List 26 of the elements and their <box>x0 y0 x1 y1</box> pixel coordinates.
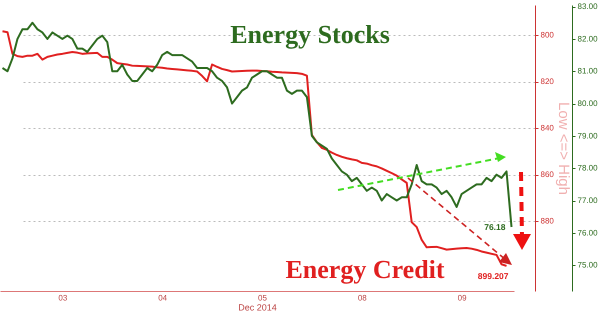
y2-tick-label: 880 <box>540 216 554 226</box>
y2-tick-label: 840 <box>540 124 554 133</box>
y3-tick-label: 77.00 <box>578 196 598 206</box>
y2-axis-title: Low <=> High <box>554 102 572 195</box>
series-label: Energy Stocks <box>230 20 390 49</box>
y2-tick-label: 820 <box>540 77 554 86</box>
y3-tick-label: 75.00 <box>578 260 598 270</box>
x-axis-title: Dec 2014 <box>238 302 277 312</box>
y3-tick-label: 81.00 <box>578 66 598 76</box>
y2-tick-label: 800 <box>540 30 554 40</box>
line-series <box>1 22 513 228</box>
x-tick-label: 04 <box>158 294 168 302</box>
y3-tick-label: 78.00 <box>578 164 598 173</box>
y2-tick-label: 860 <box>540 170 554 180</box>
y3-tick-label: 82.00 <box>578 34 598 44</box>
x-tick-label: 05 <box>258 294 268 302</box>
data-label: 899.207 <box>478 270 509 281</box>
x-tick-label: 03 <box>58 294 68 302</box>
data-label: 76.18 <box>484 222 506 232</box>
y3-tick-label: 79.00 <box>578 131 598 140</box>
series-label: Energy Credit <box>285 255 445 284</box>
y3-tick-label: 83.00 <box>578 2 598 12</box>
y3-tick-label: 76.00 <box>578 228 598 238</box>
x-tick-label: 09 <box>458 294 468 302</box>
y3-tick-label: 80.00 <box>578 99 598 108</box>
x-tick-label: 08 <box>358 294 368 302</box>
